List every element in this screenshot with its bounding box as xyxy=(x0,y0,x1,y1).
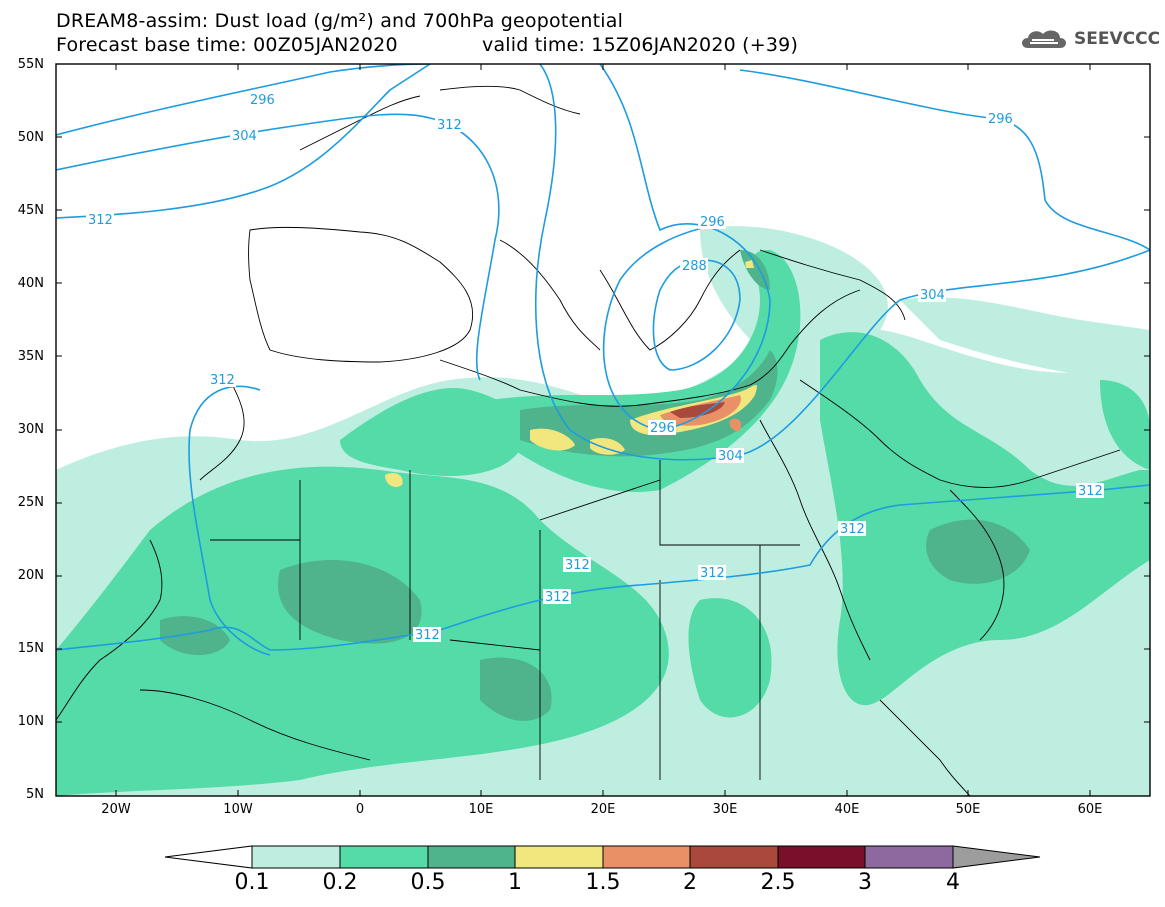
contour-label: 312 xyxy=(700,566,725,581)
lon-label: 20W xyxy=(101,802,131,817)
contour-label: 312 xyxy=(565,558,590,573)
lon-label: 40E xyxy=(834,802,860,817)
colorbar-under-triangle xyxy=(164,845,253,869)
map-title: DREAM8-assim: Dust load (g/m²) and 700hP… xyxy=(56,10,624,32)
lat-label: 35N xyxy=(17,349,44,364)
colorbar-label: 4 xyxy=(946,870,960,895)
dust-shading xyxy=(56,226,1150,796)
contour-label: 312 xyxy=(415,628,440,643)
lat-label: 5N xyxy=(26,787,44,802)
time-line: Forecast base time: 00Z05JAN2020 valid ti… xyxy=(56,34,798,56)
coastlines xyxy=(56,85,1121,796)
contour-labels: 296 304 312 312 296 296 288 304 296 304 … xyxy=(86,92,1104,643)
seevccc-logo: SEEVCCC xyxy=(1018,26,1160,52)
colorbar-bin xyxy=(689,845,779,869)
cloud-icon xyxy=(1022,30,1066,48)
colorbar-bin xyxy=(339,845,429,869)
colorbar-bin xyxy=(427,845,516,869)
colorbar-bin xyxy=(602,845,691,869)
colorbar-bin xyxy=(251,845,341,869)
contour-label: 296 xyxy=(700,215,725,230)
lat-label: 25N xyxy=(17,495,44,510)
lat-label: 55N xyxy=(17,57,44,72)
lon-label: 60E xyxy=(1077,802,1103,817)
colorbar-label: 2.5 xyxy=(760,870,796,895)
lat-label: 15N xyxy=(17,641,44,656)
contour-label: 312 xyxy=(210,373,235,388)
lon-label: 50E xyxy=(955,802,981,817)
lon-label: 20E xyxy=(590,802,616,817)
colorbar-label: 1 xyxy=(508,870,522,895)
lat-label: 30N xyxy=(17,422,44,437)
lon-label: 0 xyxy=(355,802,365,817)
contour-label: 304 xyxy=(232,129,257,144)
contour-label: 312 xyxy=(1078,484,1103,499)
logo-text: SEEVCCC xyxy=(1074,29,1161,49)
lon-label: 10W xyxy=(223,802,253,817)
colorbar xyxy=(164,845,1041,869)
lat-label: 10N xyxy=(17,714,44,729)
contour-label: 312 xyxy=(545,590,570,605)
contour-label: 312 xyxy=(88,213,113,228)
valid-time: valid time: 15Z06JAN2020 (+39) xyxy=(482,34,799,56)
contour-label: 296 xyxy=(650,421,675,436)
colorbar-label: 0.1 xyxy=(234,870,270,895)
lon-label: 10E xyxy=(468,802,494,817)
contour-label: 312 xyxy=(437,118,462,133)
contour-label: 296 xyxy=(988,112,1013,127)
colorbar-label: 2 xyxy=(683,870,697,895)
lat-label: 50N xyxy=(17,130,44,145)
colorbar-over-triangle xyxy=(952,845,1041,869)
base-time: Forecast base time: 00Z05JAN2020 xyxy=(56,34,398,56)
lat-label: 40N xyxy=(17,276,44,291)
colorbar-bin xyxy=(514,845,604,869)
contour-label: 296 xyxy=(250,93,275,108)
contour-label: 304 xyxy=(718,449,743,464)
axis-ticks xyxy=(56,63,1150,796)
colorbar-label: 0.5 xyxy=(410,870,446,895)
contour-label: 288 xyxy=(682,259,707,274)
colorbar-bin xyxy=(777,845,866,869)
colorbar-label: 3 xyxy=(858,870,872,895)
lon-label: 30E xyxy=(712,802,738,817)
lat-label: 20N xyxy=(17,568,44,583)
colorbar-bin xyxy=(864,845,954,869)
contour-label: 304 xyxy=(920,288,945,303)
colorbar-label: 1.5 xyxy=(585,870,621,895)
lat-label: 45N xyxy=(17,203,44,218)
contour-label: 312 xyxy=(840,522,865,537)
colorbar-label: 0.2 xyxy=(322,870,358,895)
